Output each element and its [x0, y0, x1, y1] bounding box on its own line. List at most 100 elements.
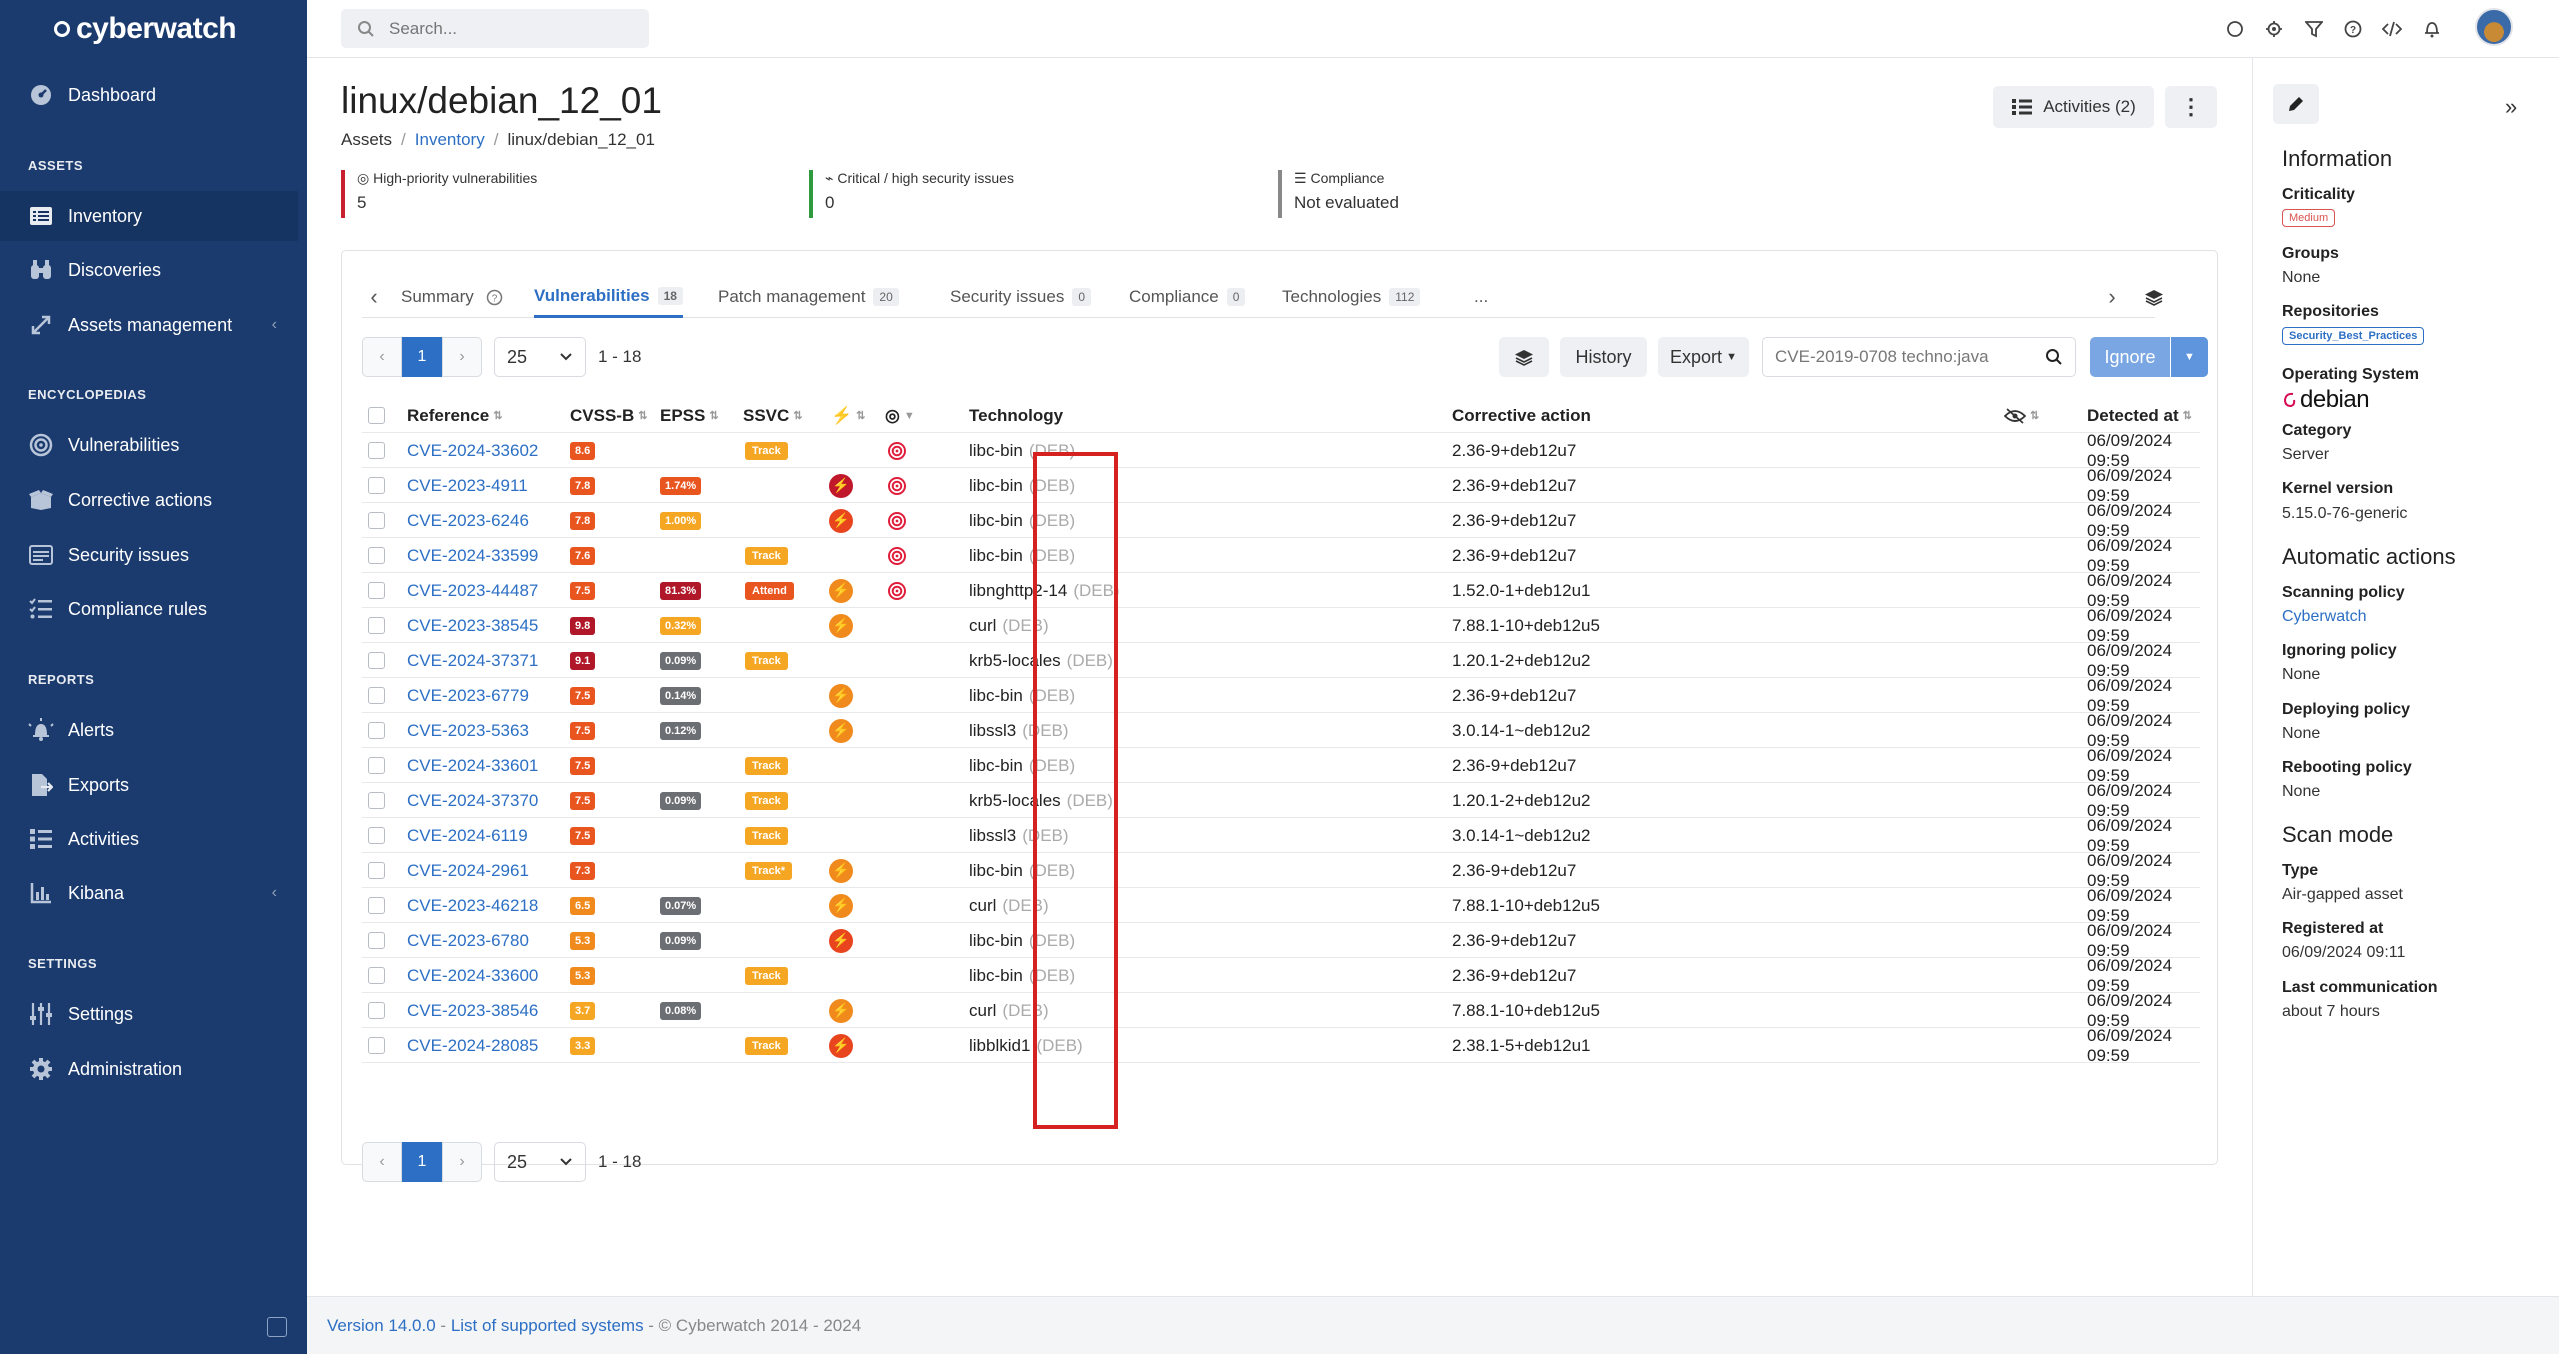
- table-row[interactable]: CVE-2024-33601 7.5 Track libc-bin (DEB) 2.36-…: [362, 746, 2200, 785]
- table-row[interactable]: CVE-2023-4911 7.8 1.74% ⚡ libc-bin (DEB) 2.36-…: [362, 466, 2200, 505]
- layers-button[interactable]: [2142, 276, 2166, 318]
- table-row[interactable]: CVE-2024-33600 5.3 Track libc-bin (DEB) 2.36-…: [362, 956, 2200, 995]
- row-checkbox[interactable]: [368, 958, 385, 993]
- row-checkbox[interactable]: [368, 503, 385, 538]
- scanning-policy-link[interactable]: Cyberwatch: [2282, 608, 2367, 625]
- row-checkbox[interactable]: [368, 608, 385, 643]
- sidebar-item-assets-management[interactable]: Assets management ‹: [0, 300, 307, 350]
- tab-patch-management[interactable]: Patch management 20: [718, 276, 899, 318]
- page-prev-button[interactable]: ‹: [362, 337, 402, 377]
- help-icon[interactable]: ?: [2343, 19, 2363, 39]
- cve-link[interactable]: CVE-2023-6779: [407, 685, 529, 705]
- cve-link[interactable]: CVE-2024-6119: [407, 825, 528, 845]
- sidebar-item-alerts[interactable]: Alerts: [0, 705, 307, 755]
- header-target[interactable]: ◎ ▼: [885, 399, 915, 432]
- header-epss[interactable]: EPSS ⇅: [660, 399, 719, 432]
- row-checkbox[interactable]: [368, 888, 385, 923]
- cve-link[interactable]: CVE-2023-44487: [407, 580, 539, 600]
- activities-button[interactable]: Activities (2): [1993, 86, 2154, 128]
- cve-link[interactable]: CVE-2024-33601: [407, 755, 539, 775]
- row-checkbox[interactable]: [368, 853, 385, 888]
- filter-input[interactable]: CVE-2019-0708 techno:java: [1762, 337, 2076, 377]
- stat-critical-issues[interactable]: ⌁ Critical / high security issues 0: [809, 170, 1159, 218]
- table-row[interactable]: CVE-2024-28085 3.3 Track ⚡ libblkid1 (DEB) 2.3…: [362, 1026, 2200, 1065]
- page-current-button[interactable]: 1: [402, 337, 442, 377]
- row-checkbox[interactable]: [368, 433, 385, 468]
- sidebar-item-dashboard[interactable]: Dashboard: [0, 70, 307, 120]
- table-row[interactable]: CVE-2024-37370 7.5 0.09% Track krb5-locales(…: [362, 781, 2200, 820]
- status-circle-icon[interactable]: [2225, 19, 2245, 39]
- version-link[interactable]: Version 14.0.0: [327, 1315, 436, 1335]
- bell-icon[interactable]: [2422, 19, 2442, 39]
- more-options-button[interactable]: ⋮: [2165, 86, 2217, 128]
- export-button[interactable]: Export ▼: [1658, 337, 1749, 377]
- tabs-next-button[interactable]: ›: [2100, 276, 2124, 318]
- tab-security-issues[interactable]: Security issues 0: [950, 276, 1092, 318]
- table-row[interactable]: CVE-2024-6119 7.5 Track libssl3 (DEB) 3.0.14-…: [362, 816, 2200, 855]
- select-all-checkbox[interactable]: [368, 399, 385, 432]
- row-checkbox[interactable]: [368, 1028, 385, 1063]
- tab-technologies[interactable]: Technologies 112: [1282, 276, 1421, 318]
- row-checkbox[interactable]: [368, 468, 385, 503]
- page-prev-button[interactable]: ‹: [362, 1142, 402, 1182]
- cve-link[interactable]: CVE-2023-5363: [407, 720, 529, 740]
- header-cvss[interactable]: CVSS-B ⇅: [570, 399, 647, 432]
- cve-link[interactable]: CVE-2023-46218: [407, 895, 539, 915]
- table-row[interactable]: CVE-2023-38545 9.8 0.32% ⚡ curl (DEB) 7.88.1-1…: [362, 606, 2200, 645]
- header-hidden-toggle[interactable]: ⇅: [2004, 399, 2039, 432]
- row-checkbox[interactable]: [368, 678, 385, 713]
- sidebar-item-discoveries[interactable]: Discoveries: [0, 245, 307, 295]
- ignore-button[interactable]: Ignore ▼: [2090, 337, 2208, 377]
- cve-link[interactable]: CVE-2024-33600: [407, 965, 539, 985]
- sidebar-item-activities[interactable]: Activities: [0, 814, 307, 864]
- cve-link[interactable]: CVE-2024-33599: [407, 545, 539, 565]
- supported-systems-link[interactable]: List of supported systems: [450, 1315, 644, 1335]
- per-page-select[interactable]: 25: [494, 1142, 586, 1182]
- cve-link[interactable]: CVE-2023-38545: [407, 615, 539, 635]
- row-checkbox[interactable]: [368, 923, 385, 958]
- table-row[interactable]: CVE-2024-2961 7.3 Track* ⚡ libc-bin (DEB) 2.36…: [362, 851, 2200, 890]
- table-row[interactable]: CVE-2023-6246 7.8 1.00% ⚡ libc-bin (DEB) 2.36-…: [362, 501, 2200, 540]
- sidebar-item-security-issues[interactable]: Security issues: [0, 530, 307, 580]
- history-button[interactable]: History: [1560, 337, 1647, 377]
- table-row[interactable]: CVE-2023-6779 7.5 0.14% ⚡ libc-bin (DEB) 2.36-…: [362, 676, 2200, 715]
- tab-compliance[interactable]: Compliance 0: [1129, 276, 1246, 318]
- cve-link[interactable]: CVE-2024-33602: [407, 440, 539, 460]
- header-corrective-action[interactable]: Corrective action: [1452, 399, 1591, 432]
- code-icon[interactable]: [2382, 19, 2402, 39]
- tab-more[interactable]: ...: [1474, 276, 1488, 318]
- sidebar-item-vulnerabilities[interactable]: Vulnerabilities: [0, 420, 307, 470]
- search-input[interactable]: [389, 18, 639, 39]
- cve-link[interactable]: CVE-2023-38546: [407, 1000, 539, 1020]
- tab-vulnerabilities[interactable]: Vulnerabilities 18: [534, 276, 683, 318]
- global-search[interactable]: [341, 9, 649, 48]
- page-next-button[interactable]: ›: [442, 1142, 482, 1182]
- stat-compliance[interactable]: ☰ Compliance Not evaluated: [1278, 170, 1628, 218]
- per-page-select[interactable]: 25: [494, 337, 586, 377]
- header-detected-at[interactable]: Detected at ⇅: [2087, 399, 2192, 432]
- cve-link[interactable]: CVE-2024-37370: [407, 790, 539, 810]
- row-checkbox[interactable]: [368, 713, 385, 748]
- row-checkbox[interactable]: [368, 538, 385, 573]
- header-technology[interactable]: Technology: [969, 399, 1063, 432]
- cve-link[interactable]: CVE-2023-4911: [407, 475, 528, 495]
- cve-link[interactable]: CVE-2024-28085: [407, 1035, 539, 1055]
- sidebar-item-administration[interactable]: Administration: [0, 1044, 307, 1094]
- sidebar-item-corrective-actions[interactable]: Corrective actions: [0, 475, 307, 525]
- columns-button[interactable]: [1499, 337, 1549, 377]
- collapse-sidebar-icon[interactable]: [267, 1317, 287, 1337]
- search-icon[interactable]: [2045, 348, 2063, 366]
- header-exploit[interactable]: ⚡ ⇅: [831, 399, 865, 432]
- repository-badge[interactable]: Security_Best_Practices: [2282, 327, 2425, 345]
- row-checkbox[interactable]: [368, 643, 385, 678]
- page-current-button[interactable]: 1: [402, 1142, 442, 1182]
- gear-icon[interactable]: [2264, 19, 2284, 39]
- tab-summary[interactable]: Summary?: [401, 276, 503, 318]
- breadcrumb-inventory-link[interactable]: Inventory: [414, 130, 485, 149]
- stat-high-priority[interactable]: ◎ High-priority vulnerabilities 5: [341, 170, 691, 218]
- sidebar-item-inventory[interactable]: Inventory: [0, 191, 307, 241]
- table-row[interactable]: CVE-2023-6780 5.3 0.09% ⚡ libc-bin (DEB) 2.36-…: [362, 921, 2200, 960]
- sidebar-item-exports[interactable]: Exports: [0, 760, 307, 810]
- tabs-prev-button[interactable]: ‹: [362, 276, 386, 318]
- row-checkbox[interactable]: [368, 783, 385, 818]
